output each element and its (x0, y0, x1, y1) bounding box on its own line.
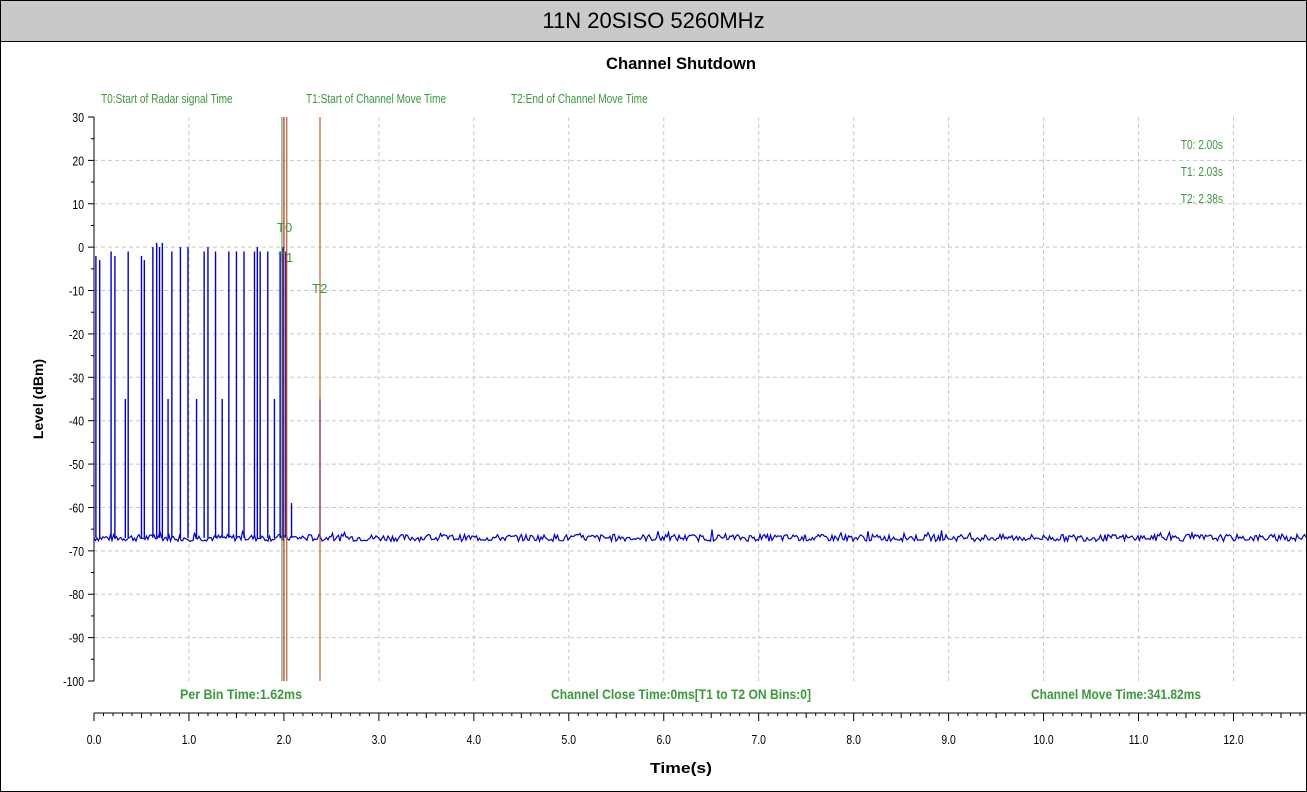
x-tick-label: 3.0 (372, 733, 387, 747)
x-tick-label: 9.0 (941, 733, 956, 747)
y-tick-label: 10 (72, 198, 84, 212)
y-tick-label: -50 (69, 458, 84, 472)
x-tick-label: 12.0 (1223, 733, 1244, 747)
y-tick-label: -90 (69, 632, 84, 646)
per-bin-time: Per Bin Time:1.62ms (180, 686, 302, 702)
x-tick-label: 4.0 (467, 733, 482, 747)
channel-move-time: Channel Move Time:341.82ms (1031, 686, 1201, 702)
marker-readout-t1: T1: 2.03s (1181, 165, 1223, 179)
y-tick-label: -100 (63, 675, 84, 689)
x-tick-label: 5.0 (562, 733, 577, 747)
marker-tag-t1: T1 (278, 250, 293, 265)
marker-tag-t0: T0 (277, 220, 292, 235)
y-tick-label: -30 (69, 371, 84, 385)
marker-legend-t1: T1:Start of Channel Move Time (306, 92, 446, 106)
x-tick-label: 0.0 (87, 733, 102, 747)
x-tick-label: 2.0 (277, 733, 292, 747)
marker-readout-t2: T2: 2.38s (1181, 192, 1223, 206)
x-tick-label: 1.0 (182, 733, 197, 747)
y-tick-label: -70 (69, 545, 84, 559)
y-tick-label: -20 (69, 328, 84, 342)
y-tick-label: 20 (72, 154, 84, 168)
x-axis-label: Time(s) (650, 760, 712, 777)
y-axis-label: Level (dBm) (30, 359, 46, 439)
x-tick-label: 8.0 (846, 733, 861, 747)
chart-title: Channel Shutdown (606, 54, 756, 73)
x-tick-label: 7.0 (751, 733, 766, 747)
y-tick-label: -80 (69, 588, 84, 602)
y-tick-label: -40 (69, 415, 84, 429)
x-tick-label: 10.0 (1033, 733, 1054, 747)
marker-readout-t0: T0: 2.00s (1181, 138, 1223, 152)
x-tick-label: 11.0 (1129, 733, 1149, 747)
y-tick-label: -60 (69, 501, 84, 515)
y-tick-label: 0 (78, 241, 84, 255)
marker-tag-t2: T2 (312, 281, 327, 296)
channel-close-time: Channel Close Time:0ms[T1 to T2 ON Bins:… (551, 686, 811, 702)
y-tick-label: -10 (69, 284, 84, 298)
marker-legend-t2: T2:End of Channel Move Time (511, 92, 648, 106)
marker-legend-t0: T0:Start of Radar signal Time (101, 92, 233, 106)
y-tick-label: 30 (72, 111, 84, 125)
x-tick-label: 6.0 (657, 733, 672, 747)
banner-title: 11N 20SISO 5260MHz (1, 1, 1306, 42)
noise-floor-trace (93, 529, 1306, 544)
